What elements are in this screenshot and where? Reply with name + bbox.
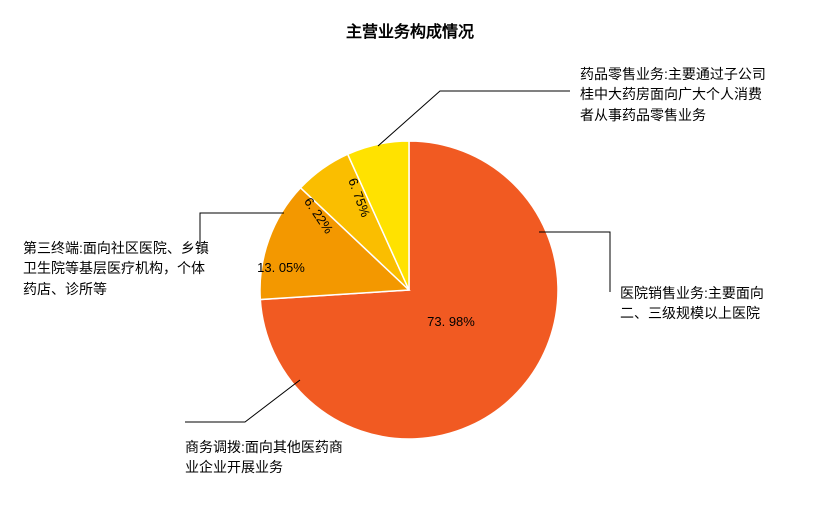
callout-third-terminal: 第三终端:面向社区医院、乡镇 卫生院等基层医疗机构，个体 药店、诊所等 — [23, 238, 209, 299]
leader-drug-retail — [378, 91, 570, 146]
callout-hospital-sales: 医院销售业务:主要面向 二、三级规模以上医院 — [620, 283, 764, 324]
pct-commercial-allocation: 13. 05% — [257, 260, 305, 275]
leader-commercial-allocation — [185, 380, 300, 422]
callout-drug-retail: 药品零售业务:主要通过子公司 桂中大药房面向广大个人消费 者从事药品零售业务 — [580, 64, 766, 125]
callout-commercial-allocation: 商务调拨:面向其他医药商 业企业开展业务 — [185, 437, 343, 478]
pct-hospital-sales: 73. 98% — [427, 314, 475, 329]
